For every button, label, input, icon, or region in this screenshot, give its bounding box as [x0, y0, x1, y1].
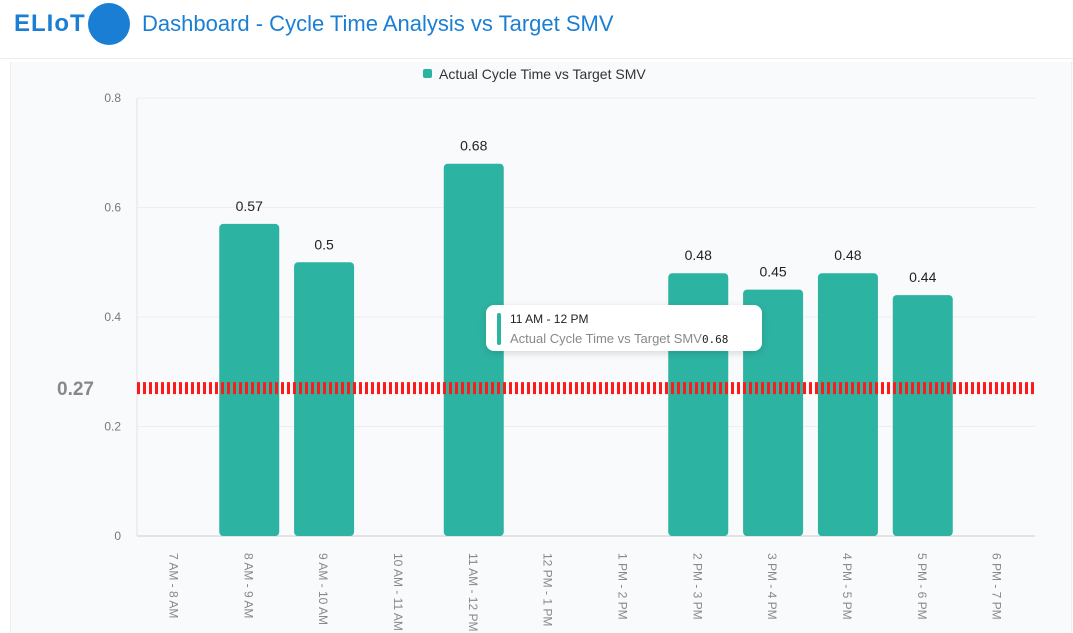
y-tick-label: 0: [114, 529, 121, 543]
legend-label: Actual Cycle Time vs Target SMV: [439, 66, 646, 82]
x-tick-label: 1 PM - 2 PM: [615, 553, 629, 620]
x-tick-label: 11 AM - 12 PM: [466, 553, 480, 631]
tooltip-series: Actual Cycle Time vs Target SMV: [510, 331, 702, 346]
tooltip-series-marker: [497, 313, 501, 345]
x-tick-label: 2 PM - 3 PM: [690, 553, 704, 620]
y-tick-label: 0.8: [104, 91, 121, 105]
data-label: 0.48: [685, 247, 712, 263]
x-tick-label: 7 AM - 8 AM: [166, 553, 180, 618]
tooltip-title: 11 AM - 12 PM: [510, 312, 589, 326]
bar: [743, 289, 804, 536]
legend-marker: [423, 69, 432, 78]
data-label: 0.5: [314, 236, 334, 252]
x-tick-label: 3 PM - 4 PM: [765, 553, 779, 620]
x-tick-label: 8 AM - 9 AM: [241, 553, 255, 618]
chart-tooltip: 11 AM - 12 PM Actual Cycle Time vs Targe…: [486, 305, 762, 351]
bar: [294, 262, 355, 536]
logo: ELIoT: [14, 10, 86, 37]
bar: [892, 295, 953, 536]
y-tick-label: 0.4: [104, 310, 121, 324]
target-label: 0.27: [57, 379, 94, 400]
x-tick-label: 4 PM - 5 PM: [840, 553, 854, 620]
data-label: 0.57: [236, 198, 263, 214]
bar: [817, 273, 878, 536]
y-tick-label: 0.2: [104, 420, 121, 434]
y-tick-label: 0.6: [104, 201, 121, 215]
tooltip-value: 0.68: [701, 333, 729, 346]
x-tick-label: 9 AM - 10 AM: [316, 553, 330, 625]
x-tick-label: 12 PM - 1 PM: [541, 553, 555, 626]
bar: [219, 223, 280, 537]
header: ELIoT Dashboard - Cycle Time Analysis vs…: [0, 0, 1073, 59]
x-tick-label: 5 PM - 6 PM: [915, 553, 929, 620]
logo-robot-icon: [88, 3, 130, 45]
page-title: Dashboard - Cycle Time Analysis vs Targe…: [142, 11, 614, 36]
x-tick-label: 6 PM - 7 PM: [990, 553, 1004, 620]
data-label: 0.45: [759, 264, 786, 280]
data-label: 0.68: [460, 138, 487, 154]
data-label: 0.48: [834, 247, 861, 263]
bar: [443, 163, 504, 536]
x-tick-label: 10 AM - 11 AM: [391, 553, 405, 631]
data-label: 0.44: [909, 269, 936, 285]
